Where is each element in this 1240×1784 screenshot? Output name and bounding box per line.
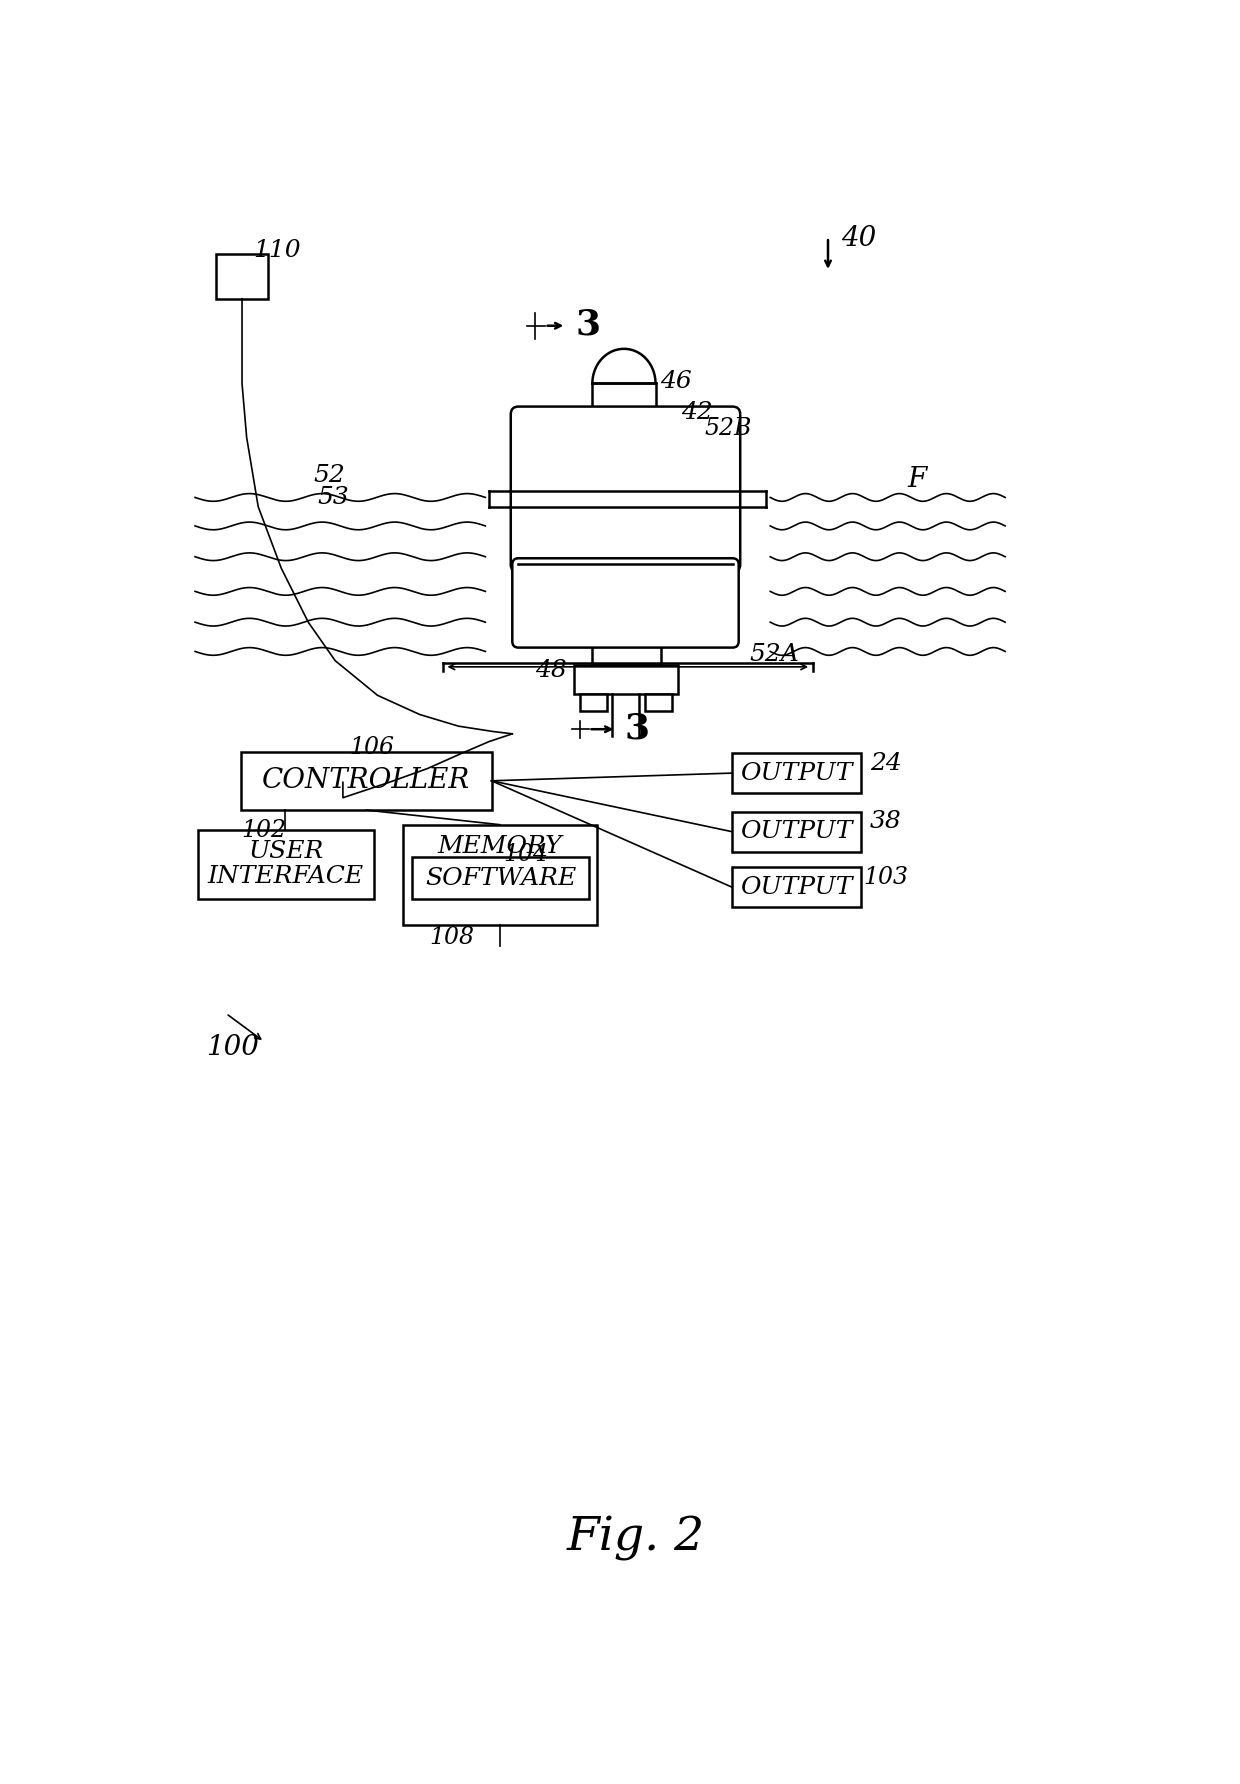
- Text: 103: 103: [863, 865, 908, 888]
- FancyBboxPatch shape: [511, 407, 740, 573]
- Text: 102: 102: [241, 819, 286, 842]
- FancyBboxPatch shape: [732, 812, 861, 851]
- Text: 46: 46: [660, 371, 692, 394]
- FancyBboxPatch shape: [603, 407, 646, 423]
- Text: 40: 40: [841, 225, 877, 252]
- FancyBboxPatch shape: [645, 694, 672, 710]
- FancyBboxPatch shape: [580, 694, 608, 710]
- FancyBboxPatch shape: [216, 253, 268, 298]
- FancyBboxPatch shape: [593, 384, 656, 407]
- Text: 110: 110: [254, 239, 301, 262]
- FancyBboxPatch shape: [591, 642, 661, 664]
- FancyBboxPatch shape: [403, 824, 596, 924]
- Text: OUTPUT: OUTPUT: [740, 821, 853, 844]
- Text: 24: 24: [870, 753, 901, 776]
- Text: USER: USER: [248, 840, 324, 863]
- Text: 104: 104: [503, 844, 548, 867]
- Text: 52: 52: [314, 464, 345, 487]
- Text: Fig. 2: Fig. 2: [567, 1516, 704, 1561]
- FancyBboxPatch shape: [574, 664, 678, 694]
- Text: 3: 3: [625, 712, 650, 746]
- FancyBboxPatch shape: [242, 751, 491, 810]
- Text: INTERFACE: INTERFACE: [208, 865, 365, 888]
- Text: 106: 106: [350, 737, 394, 760]
- Text: MEMORY: MEMORY: [438, 835, 562, 858]
- Text: 38: 38: [870, 810, 901, 833]
- Text: 48: 48: [534, 660, 567, 681]
- Text: 52B: 52B: [704, 417, 751, 439]
- Text: OUTPUT: OUTPUT: [740, 876, 853, 899]
- Text: 100: 100: [206, 1033, 259, 1061]
- Text: CONTROLLER: CONTROLLER: [263, 767, 470, 794]
- FancyBboxPatch shape: [412, 856, 589, 899]
- FancyBboxPatch shape: [732, 867, 861, 906]
- Text: 52A: 52A: [749, 642, 799, 665]
- Text: OUTPUT: OUTPUT: [740, 762, 853, 785]
- FancyBboxPatch shape: [198, 830, 373, 899]
- Text: 108: 108: [430, 926, 475, 949]
- Text: 3: 3: [575, 309, 600, 343]
- Text: F: F: [906, 466, 926, 492]
- Text: 53: 53: [317, 485, 350, 508]
- FancyBboxPatch shape: [732, 753, 861, 794]
- FancyBboxPatch shape: [512, 558, 739, 648]
- Text: SOFTWARE: SOFTWARE: [425, 867, 577, 890]
- Text: 42: 42: [681, 401, 713, 425]
